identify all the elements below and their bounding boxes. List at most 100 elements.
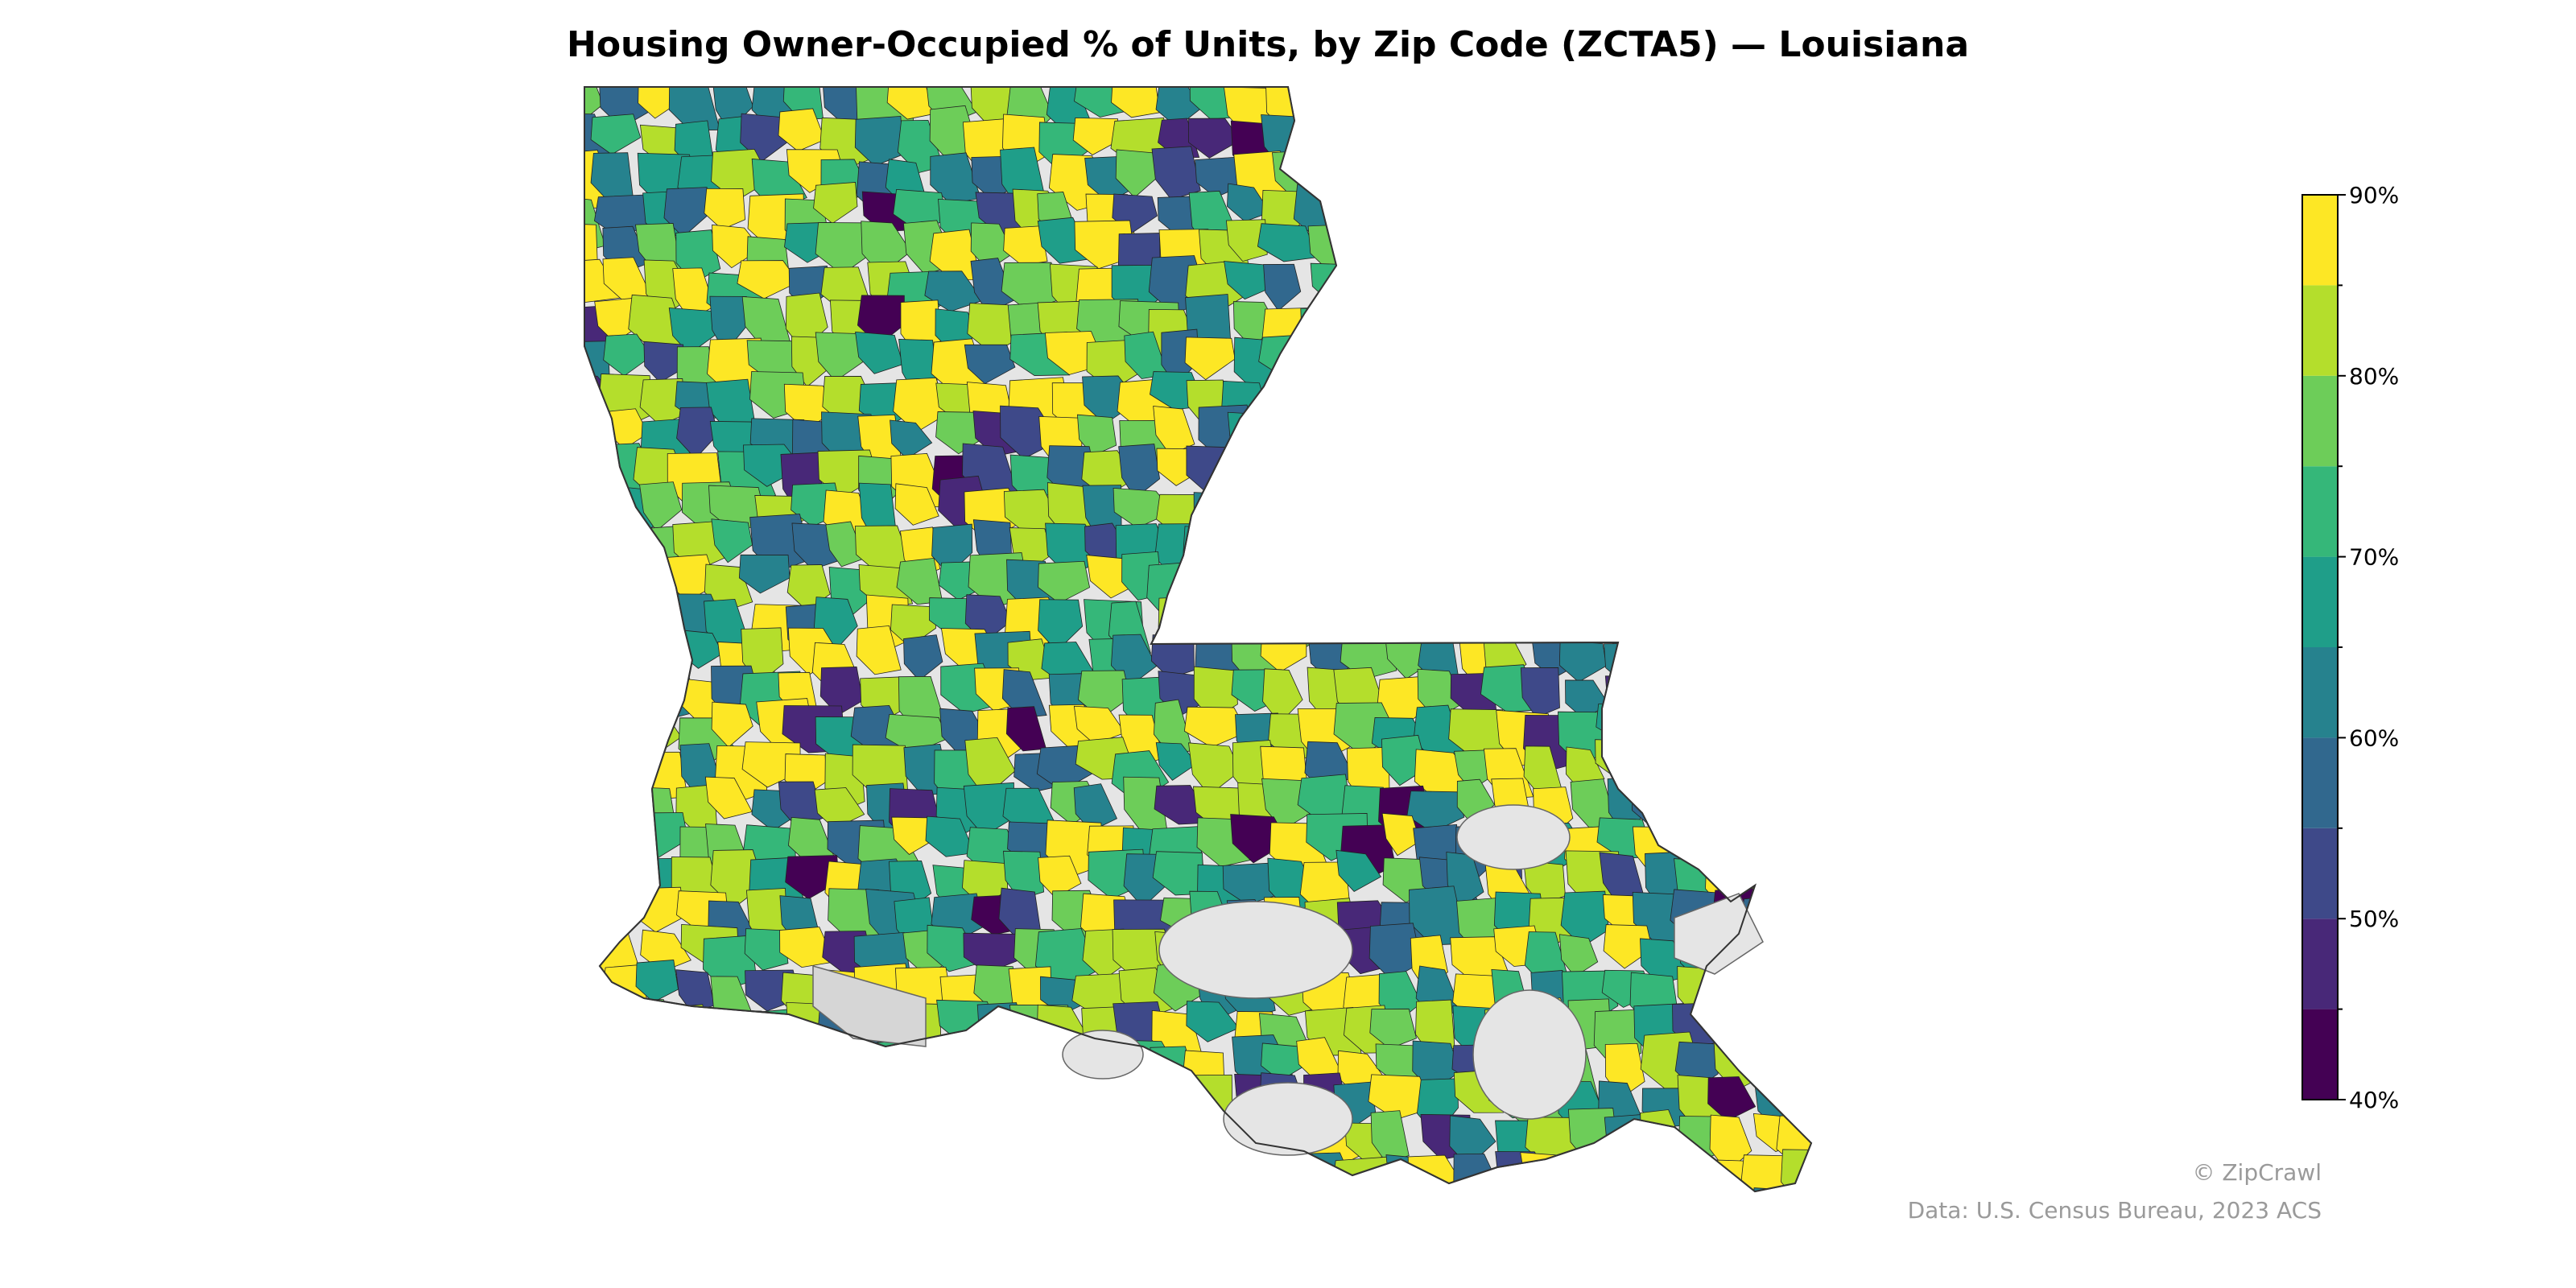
zip-region xyxy=(1635,518,1691,568)
zip-region xyxy=(708,1009,762,1052)
zip-region xyxy=(1297,118,1344,175)
zip-region xyxy=(1631,1153,1673,1191)
zip-region xyxy=(1444,112,1491,159)
zip-region xyxy=(926,1072,969,1113)
zip-region xyxy=(1569,114,1614,166)
zip-region xyxy=(1775,1013,1811,1071)
zip-region xyxy=(1567,455,1620,505)
zip-region xyxy=(1076,414,1117,456)
zip-region xyxy=(1261,1042,1307,1081)
colorbar-band xyxy=(2302,466,2338,557)
zip-region xyxy=(974,1043,1017,1102)
zip-region xyxy=(1446,594,1494,636)
zip-region xyxy=(1554,309,1600,350)
zip-region xyxy=(1345,109,1393,154)
zip-region xyxy=(1558,1181,1618,1191)
zip-region xyxy=(1229,1151,1271,1191)
zip-region xyxy=(1451,233,1498,283)
zip-region xyxy=(932,1187,976,1191)
zip-region xyxy=(625,634,691,684)
zip-region xyxy=(1672,666,1717,711)
zip-region xyxy=(1420,295,1463,345)
zip-region xyxy=(643,341,685,383)
zip-region xyxy=(1711,823,1768,863)
zip-region xyxy=(1381,118,1439,168)
zip-region xyxy=(1826,709,1867,749)
zip-region xyxy=(1744,418,1806,463)
zip-region xyxy=(1155,742,1198,781)
zip-region xyxy=(1410,480,1449,522)
zip-region xyxy=(584,1001,605,1045)
zip-region xyxy=(1789,199,1811,245)
zip-region xyxy=(1679,747,1728,796)
zip-region xyxy=(774,1158,835,1191)
zip-region xyxy=(934,1158,978,1191)
zip-region xyxy=(1596,702,1657,743)
zip-region xyxy=(753,1110,808,1154)
zip-region xyxy=(1189,1187,1250,1191)
zip-region xyxy=(1556,417,1603,473)
zip-region xyxy=(815,332,866,382)
zip-region xyxy=(1678,378,1739,428)
zip-region xyxy=(1521,520,1583,567)
zip-region xyxy=(1749,87,1790,119)
zip-region xyxy=(1042,1111,1088,1166)
zip-region xyxy=(1335,186,1378,230)
zip-region xyxy=(1823,481,1868,526)
zip-region xyxy=(1162,1192,1216,1231)
zip-region xyxy=(854,1039,913,1103)
zip-region xyxy=(1705,157,1748,205)
zip-region xyxy=(1264,377,1319,436)
zip-region xyxy=(1227,443,1273,493)
zip-region xyxy=(1257,223,1319,262)
zip-region xyxy=(1604,642,1655,684)
zip-region xyxy=(584,813,619,871)
zip-region xyxy=(605,558,657,608)
zip-region xyxy=(1814,111,1858,156)
zip-region xyxy=(1567,158,1622,204)
zip-region xyxy=(635,960,679,1003)
zip-region xyxy=(1488,446,1539,487)
zip-region xyxy=(672,1004,712,1052)
zip-region xyxy=(594,746,654,805)
zip-region xyxy=(1829,450,1885,487)
zip-region xyxy=(584,600,610,659)
zip-region xyxy=(1782,381,1811,428)
zip-region xyxy=(1594,485,1648,526)
zip-region xyxy=(824,1110,873,1157)
zip-region xyxy=(1414,452,1454,503)
zip-region xyxy=(1374,379,1426,423)
zip-region xyxy=(1224,261,1277,300)
colorbar-bands xyxy=(2302,195,2338,1100)
zip-region xyxy=(1302,87,1364,123)
zip-region xyxy=(1265,440,1314,489)
zip-region xyxy=(903,634,943,681)
zip-region xyxy=(1528,194,1578,238)
zip-region xyxy=(1678,87,1724,134)
zip-region xyxy=(1232,595,1294,642)
zip-region xyxy=(1562,592,1612,647)
zip-region xyxy=(1484,1192,1543,1240)
zip-region xyxy=(1158,596,1220,650)
zip-region xyxy=(1748,1009,1802,1064)
zip-region xyxy=(1779,413,1811,457)
zip-region xyxy=(584,1086,625,1134)
zip-region xyxy=(1558,381,1612,440)
zip-region xyxy=(1597,373,1656,427)
zip-region xyxy=(1777,114,1811,171)
zip-region xyxy=(1307,373,1369,430)
zip-region xyxy=(1777,551,1811,603)
zip-region xyxy=(1520,373,1569,423)
zip-region xyxy=(855,1149,896,1191)
zip-region xyxy=(1641,87,1702,126)
zip-region xyxy=(894,483,939,526)
zip-region xyxy=(1381,87,1424,124)
zip-region xyxy=(1302,530,1364,571)
zip-region xyxy=(1227,183,1271,222)
zip-region xyxy=(1480,600,1523,639)
zip-region xyxy=(1754,376,1795,427)
zip-region xyxy=(1483,344,1536,390)
zip-region xyxy=(848,1081,891,1134)
zip-region xyxy=(1680,232,1738,277)
zip-region xyxy=(1781,629,1811,679)
